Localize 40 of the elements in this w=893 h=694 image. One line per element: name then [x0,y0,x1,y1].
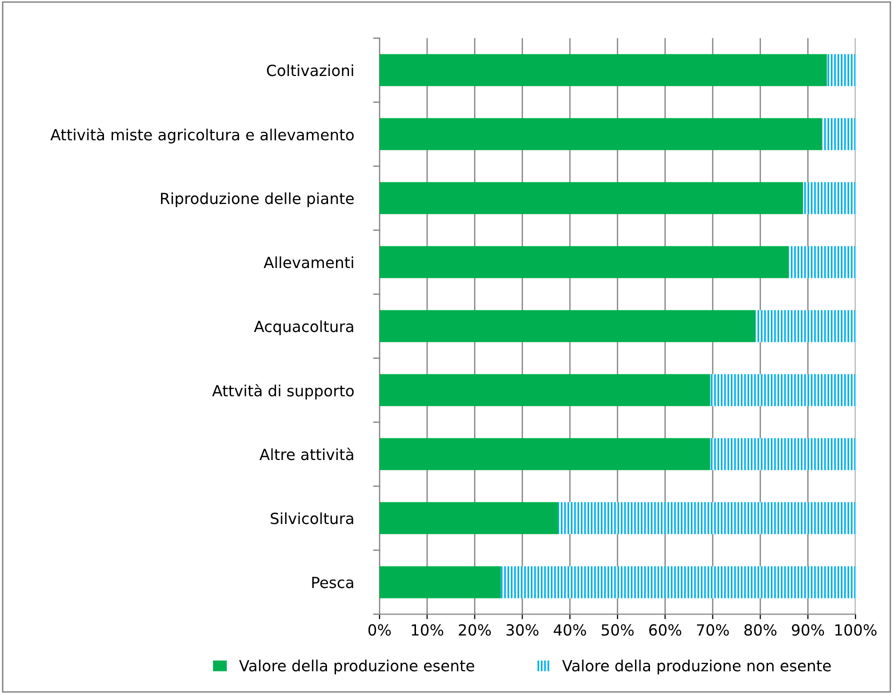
y-tick-label: Silvicoltura [270,512,354,524]
bar [803,182,856,214]
bar [710,438,856,470]
y-tick-label: Attvità di supporto [212,384,354,400]
bar [380,502,558,534]
bar [788,246,856,278]
bar [822,118,856,150]
bar [710,374,856,406]
x-tick-label: 30% [506,624,538,636]
bar [380,374,710,406]
legend-label: Valore della produzione non esente [562,660,831,674]
x-tick-label: 50% [602,624,634,636]
legend-label: Valore della produzione esente [239,660,474,674]
y-tick-label: Altre attività [260,448,354,460]
bar [380,182,804,214]
x-tick-label: 70% [696,624,729,636]
bar [380,438,710,470]
bar [380,118,822,150]
bar [756,310,856,342]
y-tick-label: Attività miste agricoltura e allevamento [50,128,354,144]
x-tick-label: 90% [792,624,824,636]
y-tick-label: Acquacoltura [254,320,354,336]
bar [380,246,789,278]
bar [500,566,856,598]
bar [558,502,856,534]
x-tick-label: 10% [412,624,444,636]
bar [826,54,856,86]
x-tick-label: 60% [649,624,682,636]
y-tick-label: Allevamenti [264,256,354,268]
y-tick-label: Pesca [312,576,354,588]
x-tick-label: 20% [458,624,491,636]
bar [380,54,827,86]
x-tick-label: 80% [744,624,776,636]
x-tick-label: 40% [554,624,586,636]
x-tick-label: 100% [835,624,876,636]
y-tick-label: Riproduzione delle piante [161,192,354,208]
y-tick-label: Coltivazioni [266,64,354,76]
bar [380,566,501,598]
bar [380,310,756,342]
x-tick-label: 0% [368,624,391,636]
